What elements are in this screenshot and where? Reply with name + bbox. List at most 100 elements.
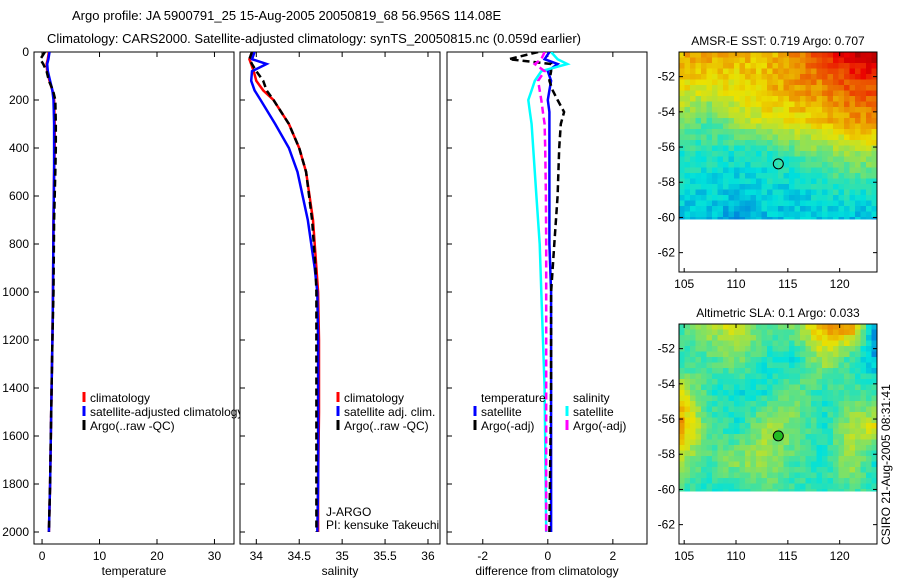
heatmap-cell <box>745 134 751 141</box>
heatmap-cell <box>750 68 757 75</box>
heatmap-cell <box>844 85 850 91</box>
heatmap-cell <box>739 401 746 407</box>
heatmap-cell <box>712 340 718 347</box>
heatmap-cell <box>756 195 762 201</box>
heatmap-cell <box>827 178 834 185</box>
heatmap-cell <box>805 395 812 402</box>
heatmap-cell <box>816 90 823 97</box>
heatmap-cell <box>855 362 861 369</box>
heatmap-cell <box>701 357 707 363</box>
heatmap-cell <box>811 346 817 352</box>
heatmap-cell <box>684 79 691 86</box>
heatmap-cell <box>822 478 828 484</box>
heatmap-cell <box>811 450 817 457</box>
heatmap-cell <box>712 329 718 336</box>
heatmap-cell <box>712 96 718 102</box>
heatmap-cell <box>728 178 735 185</box>
heatmap-cell <box>684 112 691 119</box>
heatmap-cell <box>827 395 834 402</box>
heatmap-cell <box>712 68 718 75</box>
heatmap-cell <box>695 156 702 163</box>
heatmap-cell <box>805 85 812 91</box>
heatmap-cell <box>690 74 696 80</box>
heatmap-cell <box>789 184 795 190</box>
heatmap-cell <box>739 195 746 201</box>
heatmap-cell <box>701 178 707 185</box>
heatmap-cell <box>728 351 735 358</box>
heatmap-cell <box>833 489 839 492</box>
heatmap-cell <box>778 63 784 69</box>
heatmap-cell <box>723 428 729 435</box>
heatmap-cell <box>866 461 872 468</box>
heatmap-cell <box>734 340 740 347</box>
heatmap-cell <box>789 346 795 352</box>
heatmap-cell <box>783 450 790 457</box>
heatmap-cell <box>827 79 834 86</box>
heatmap-cell <box>844 178 850 185</box>
heatmap-cell <box>805 107 812 113</box>
heatmap-cell <box>690 173 696 179</box>
y-tick-label: -58 <box>658 175 676 189</box>
heatmap-cell <box>800 107 806 113</box>
heatmap-cell <box>816 384 823 391</box>
heatmap-cell <box>783 96 790 102</box>
heatmap-cell <box>701 368 707 374</box>
heatmap-cell <box>679 206 685 212</box>
heatmap-cell <box>844 200 850 207</box>
heatmap-cell <box>783 52 790 58</box>
heatmap-cell <box>805 195 812 201</box>
heatmap-cell <box>690 134 696 141</box>
heatmap-cell <box>800 200 806 207</box>
heatmap-cell <box>712 151 718 157</box>
heatmap-cell <box>816 184 823 190</box>
heatmap-cell <box>745 63 751 69</box>
heatmap-cell <box>745 357 751 363</box>
heatmap-cell <box>860 74 867 80</box>
heatmap-cell <box>695 200 702 207</box>
heatmap-cell <box>739 340 746 347</box>
heatmap-cell <box>739 395 746 402</box>
heatmap-cell <box>778 384 784 391</box>
heatmap-cell <box>750 79 757 86</box>
heatmap-cell <box>838 206 845 212</box>
heatmap-cell <box>816 351 823 358</box>
heatmap-cell <box>855 79 861 86</box>
heatmap-cell <box>706 412 713 418</box>
heatmap-cell <box>712 107 718 113</box>
heatmap-cell <box>811 74 817 80</box>
heatmap-cell <box>723 173 729 179</box>
heatmap-cell <box>712 483 718 490</box>
heatmap-cell <box>838 74 845 80</box>
legend-group-label: temperature <box>481 391 546 405</box>
x-tick-label: -2 <box>477 549 488 563</box>
heatmap-cell <box>833 189 839 196</box>
heatmap-cell <box>767 423 773 429</box>
heatmap-cell <box>761 428 768 435</box>
heatmap-cell <box>684 217 691 220</box>
heatmap-cell <box>767 379 773 385</box>
title-line-1: Argo profile: JA 5900791_25 15-Aug-2005 … <box>72 8 501 23</box>
heatmap-cell <box>761 57 768 64</box>
heatmap-cell <box>734 151 740 157</box>
heatmap-cell <box>844 456 850 462</box>
heatmap-cell <box>723 329 729 336</box>
heatmap-cell <box>712 167 718 174</box>
heatmap-cell <box>739 173 746 179</box>
heatmap-cell <box>745 456 751 462</box>
heatmap-cell <box>794 401 801 407</box>
heatmap-cell <box>739 346 746 352</box>
heatmap-cell <box>739 450 746 457</box>
heatmap-cell <box>679 151 685 157</box>
heatmap-cell <box>822 140 828 146</box>
heatmap-cell <box>789 351 795 358</box>
heatmap-cell <box>871 368 878 374</box>
heatmap-cell <box>822 324 828 330</box>
heatmap-cell <box>690 456 696 462</box>
heatmap-cell <box>728 134 735 141</box>
heatmap-cell <box>794 101 801 108</box>
heatmap-cell <box>684 101 691 108</box>
heatmap-cell <box>712 417 718 424</box>
heatmap-cell <box>789 96 795 102</box>
heatmap-cell <box>827 456 834 462</box>
